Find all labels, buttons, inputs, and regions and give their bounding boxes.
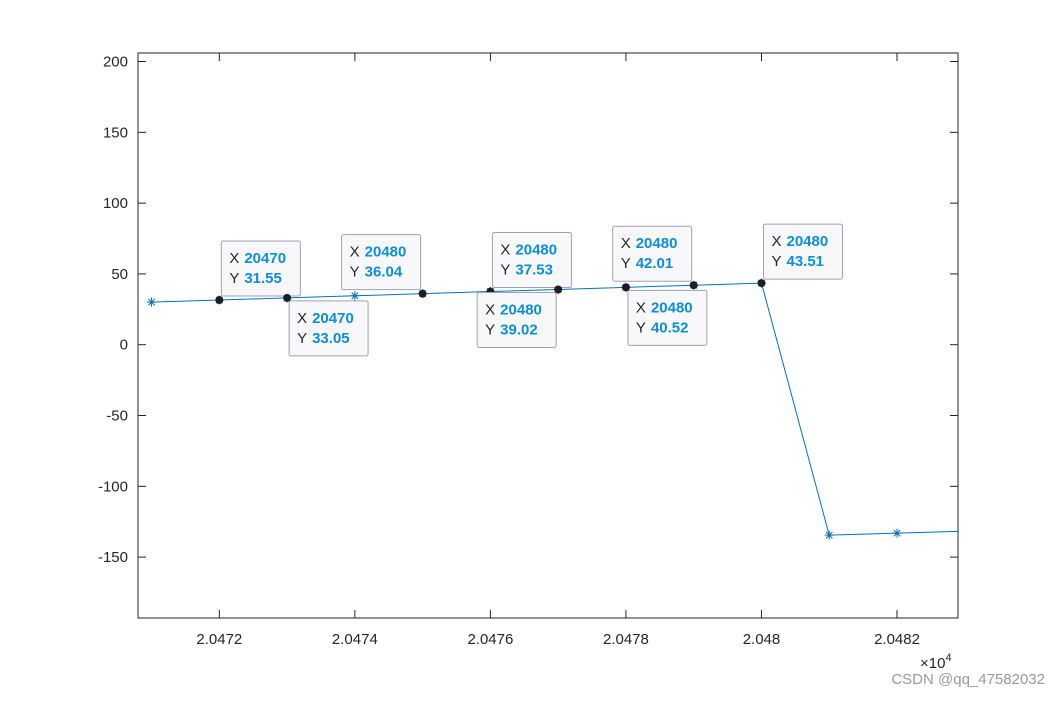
datatip-y: Y 39.02 bbox=[485, 321, 538, 338]
x-multiplier-base: ×10 bbox=[920, 655, 945, 672]
datatip-box bbox=[220, 240, 301, 297]
y-tick-label: 200 bbox=[103, 53, 128, 70]
x-tick-label: 2.0476 bbox=[467, 631, 513, 648]
datatip-y: Y 42.01 bbox=[621, 255, 674, 272]
datatip-y-name: Y bbox=[297, 330, 307, 347]
datatip-y: Y 33.05 bbox=[297, 330, 350, 347]
datatip-point bbox=[418, 289, 427, 298]
datatip-box bbox=[491, 232, 572, 289]
marker bbox=[960, 527, 969, 536]
marker bbox=[824, 530, 834, 540]
datatip-point bbox=[621, 283, 630, 292]
y-tick-label: 50 bbox=[111, 266, 128, 283]
datatip-x-name: X bbox=[621, 235, 631, 252]
datatip-x-name: X bbox=[485, 301, 495, 318]
x-multiplier-exponent: 4 bbox=[945, 652, 951, 664]
datatip-y-value: 37.53 bbox=[515, 262, 553, 279]
datatip-y-name: Y bbox=[771, 253, 781, 270]
datatip-y-value: 36.04 bbox=[365, 264, 403, 281]
marker bbox=[147, 297, 157, 307]
datatip-x-value: 20470 bbox=[244, 250, 286, 267]
datatip-x: X 20470 bbox=[229, 250, 286, 267]
x-tick-label: 2.0474 bbox=[332, 631, 378, 648]
datatip-x: X 20470 bbox=[297, 310, 354, 327]
datatip-x: X 20480 bbox=[771, 233, 828, 250]
datatip-x-value: 20480 bbox=[636, 235, 678, 252]
datatip-x: X 20480 bbox=[636, 299, 693, 316]
datatip-y: Y 40.52 bbox=[636, 319, 689, 336]
datatip-x: X 20480 bbox=[350, 244, 407, 261]
y-tick-label: -150 bbox=[98, 549, 128, 566]
datatip-box bbox=[612, 225, 693, 282]
datatip-point bbox=[689, 281, 698, 290]
y-tick-label: 100 bbox=[103, 195, 128, 212]
datatip-point bbox=[283, 293, 292, 302]
datatip-x-value: 20480 bbox=[365, 244, 407, 261]
datatip-y: Y 43.51 bbox=[771, 253, 824, 270]
datatip-x-name: X bbox=[500, 242, 510, 259]
y-tick-label: -50 bbox=[106, 408, 128, 425]
datatip-box bbox=[627, 289, 708, 346]
x-multiplier: ×104 bbox=[920, 652, 952, 672]
marker bbox=[892, 528, 902, 538]
datatip-x: X 20480 bbox=[485, 301, 542, 318]
y-tick-label: 150 bbox=[103, 124, 128, 141]
datatip-x-value: 20480 bbox=[500, 301, 542, 318]
datatip-x-value: 20470 bbox=[312, 310, 354, 327]
datatip-x-name: X bbox=[297, 310, 307, 327]
datatip-y: Y 36.04 bbox=[350, 264, 403, 281]
datatip-x: X 20480 bbox=[500, 242, 557, 259]
datatip-x-name: X bbox=[350, 244, 360, 261]
datatip-y-value: 33.05 bbox=[312, 330, 350, 347]
y-tick-label: 0 bbox=[120, 337, 128, 354]
datatip-y-name: Y bbox=[500, 262, 510, 279]
y-tick-label: -100 bbox=[98, 478, 128, 495]
datatip-x-name: X bbox=[771, 233, 781, 250]
datatip-y-name: Y bbox=[621, 255, 631, 272]
datatip-y: Y 37.53 bbox=[500, 262, 553, 279]
datatip-y-name: Y bbox=[636, 319, 646, 336]
datatip-y: Y 31.55 bbox=[229, 270, 282, 287]
datatip-y-name: Y bbox=[229, 270, 239, 287]
datatip-point bbox=[757, 279, 766, 288]
datatip-box bbox=[288, 300, 369, 357]
x-tick-label: 2.0472 bbox=[196, 631, 242, 648]
datatip-x-value: 20480 bbox=[515, 242, 557, 259]
datatip-y-value: 43.51 bbox=[786, 253, 824, 270]
marker bbox=[350, 291, 360, 301]
datatip-box bbox=[341, 234, 422, 291]
datatip-x-name: X bbox=[636, 299, 646, 316]
datatip-box bbox=[762, 223, 843, 280]
datatip-y-name: Y bbox=[485, 321, 495, 338]
datatip-x: X 20480 bbox=[621, 235, 678, 252]
datatip-point bbox=[554, 285, 563, 294]
datatip-y-name: Y bbox=[350, 264, 360, 281]
datatip-x-name: X bbox=[229, 250, 239, 267]
datatip-y-value: 31.55 bbox=[244, 270, 282, 287]
datatip-box bbox=[476, 291, 557, 348]
x-tick-label: 2.048 bbox=[743, 631, 781, 648]
datatip-x-value: 20480 bbox=[651, 299, 693, 316]
x-tick-label: 2.0482 bbox=[874, 631, 920, 648]
watermark: CSDN @qq_47582032 bbox=[891, 671, 1045, 688]
x-tick-label: 2.0478 bbox=[603, 631, 649, 648]
datatip-y-value: 40.52 bbox=[651, 319, 689, 336]
datatip-point bbox=[215, 296, 224, 305]
datatip-y-value: 42.01 bbox=[636, 255, 674, 272]
datatip-y-value: 39.02 bbox=[500, 321, 538, 338]
datatip-x-value: 20480 bbox=[786, 233, 828, 250]
